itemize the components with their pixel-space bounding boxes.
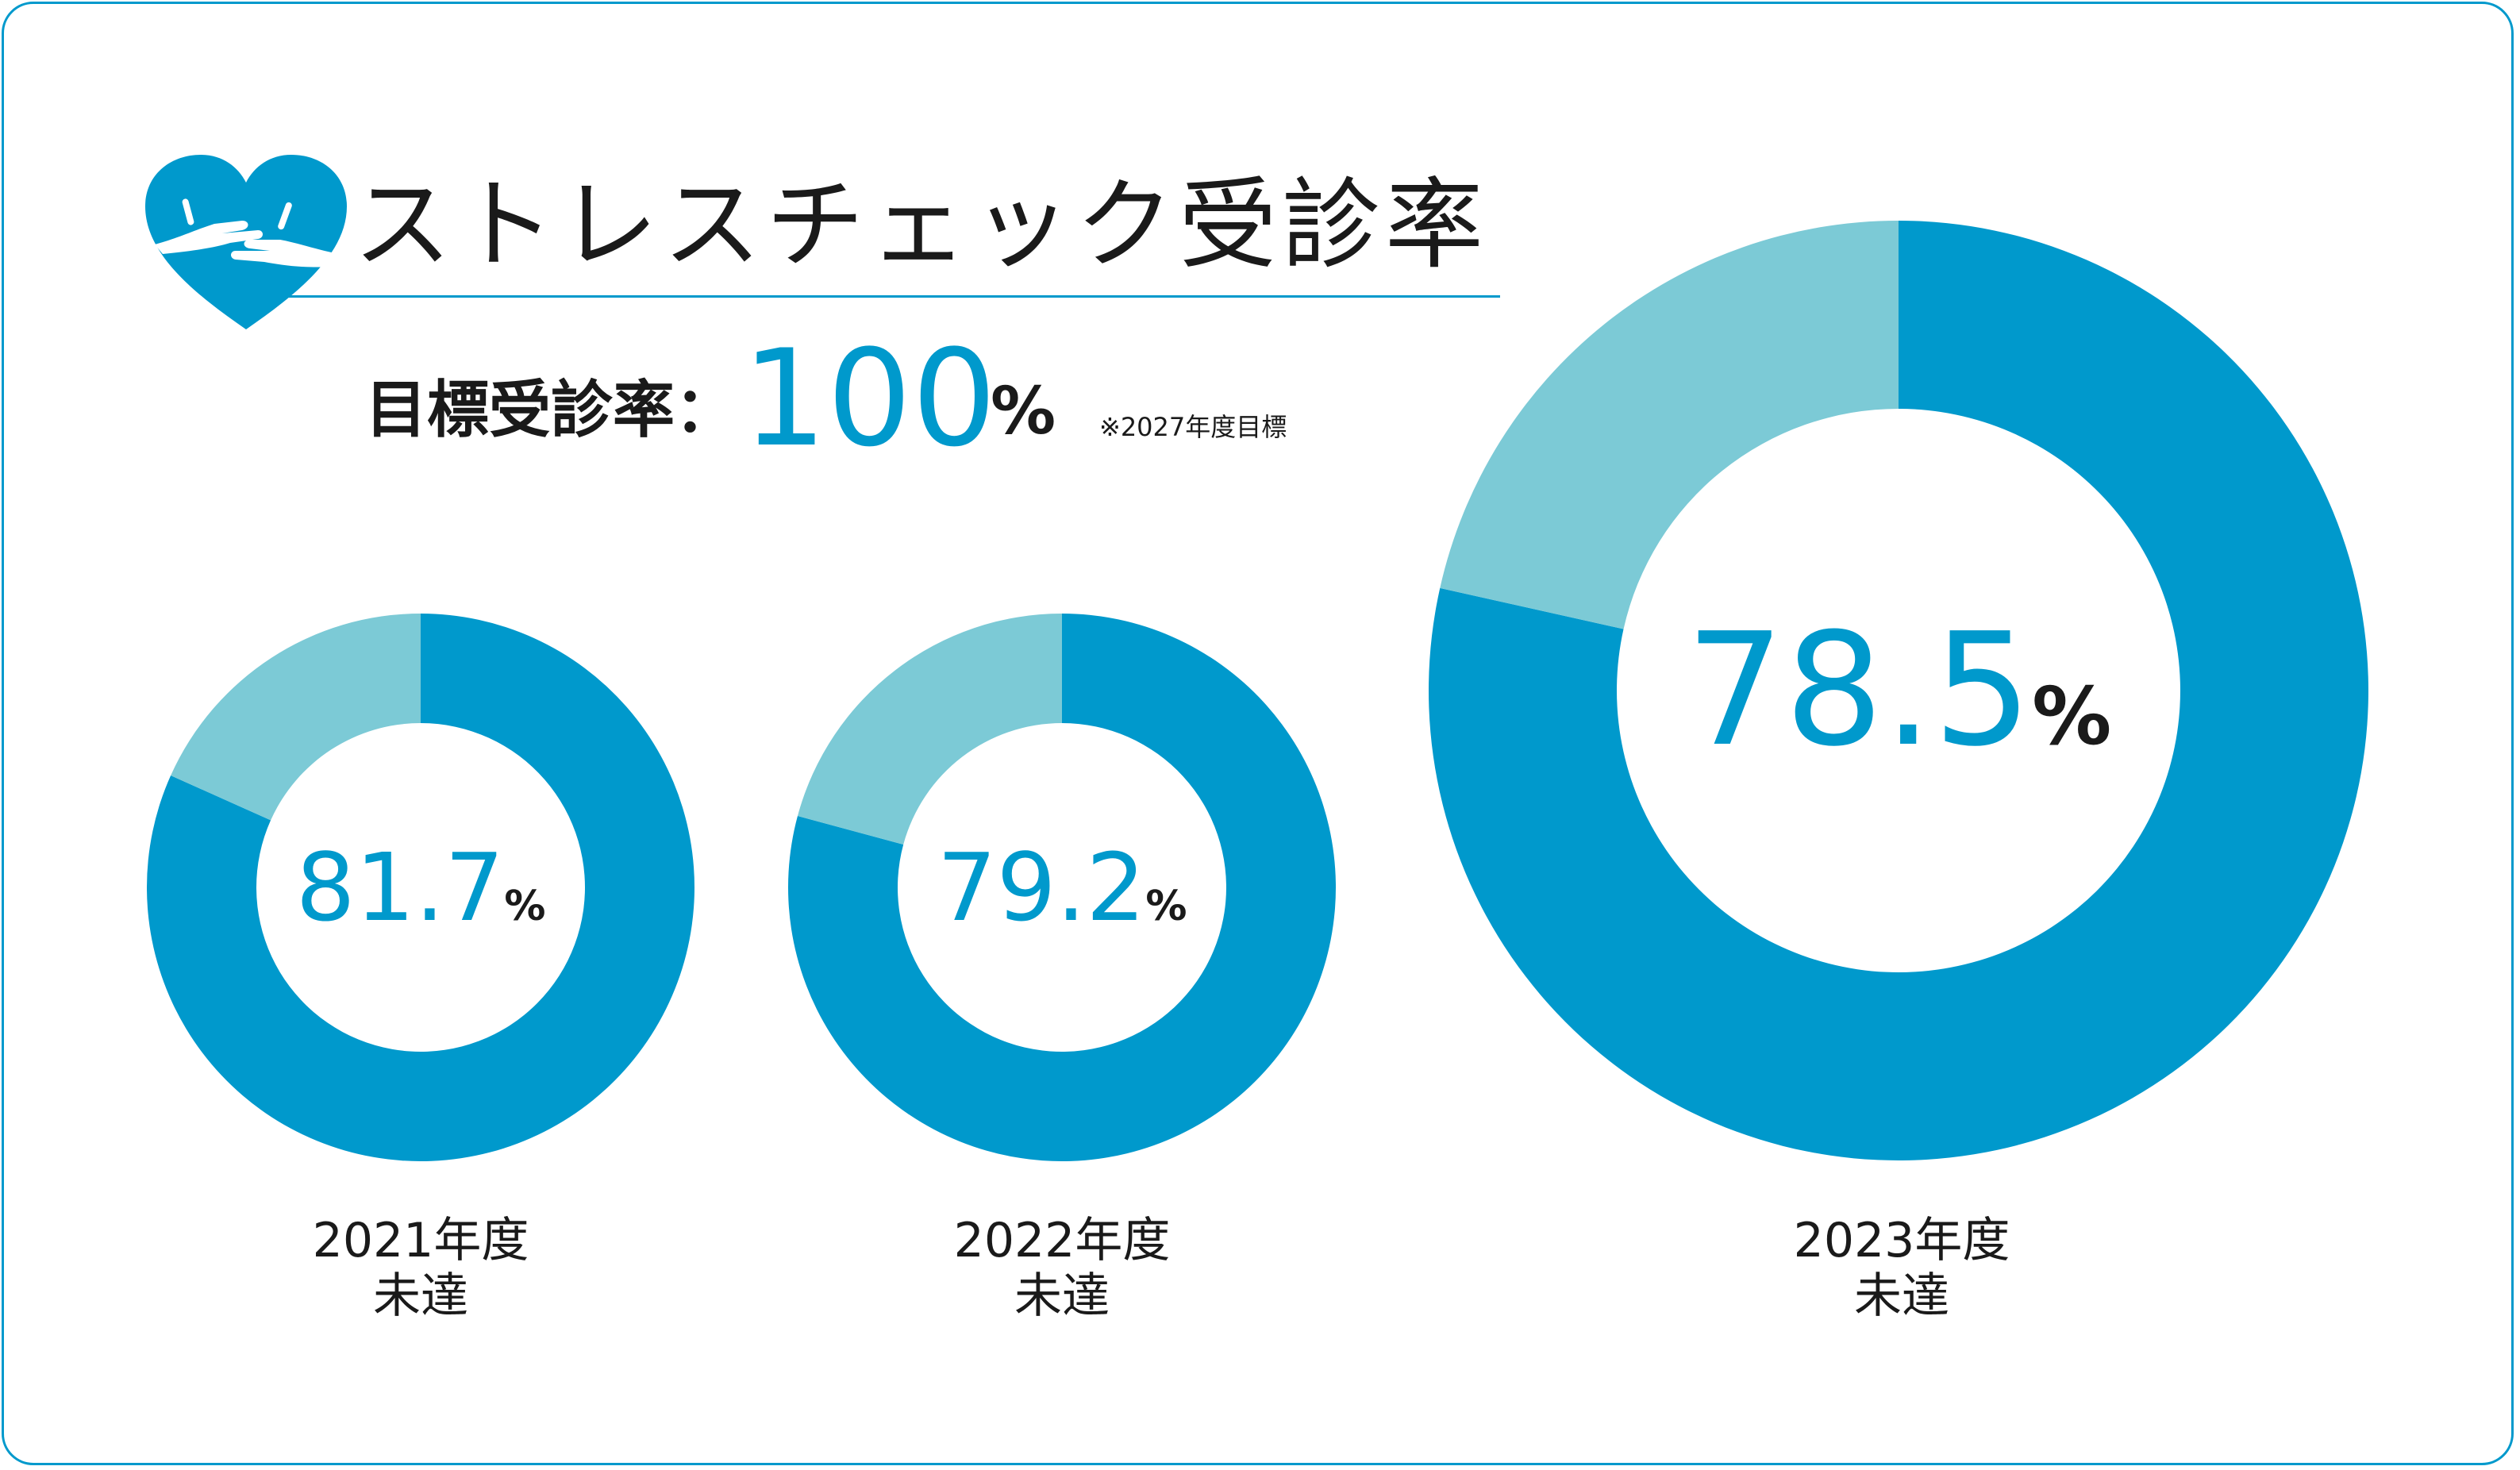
donut-slice-2021年度-未受診: [171, 614, 421, 821]
year-label: 2022年度: [953, 1213, 1171, 1268]
goal-value: 100: [742, 321, 997, 476]
status-label: 未達: [1014, 1268, 1110, 1325]
donut-slice-2023年度-受診: [1429, 221, 2368, 1161]
goal-label: 目標受診率：: [365, 375, 737, 446]
title-underline: [250, 295, 1500, 298]
heart-hands-icon: [145, 155, 347, 329]
donut-center-unit: %: [1145, 883, 1187, 930]
donut-center-2021: 81.7%: [296, 833, 546, 942]
donut-slice-2022年度-未受診: [797, 614, 1062, 845]
status-label: 未達: [1853, 1268, 1949, 1325]
donut-slice-2021年度-受診: [146, 614, 694, 1162]
goal-unit: %: [991, 374, 1056, 449]
donut-center-unit: %: [2032, 670, 2112, 763]
donut-label-2023: 2023年度 未達: [1794, 1213, 2010, 1324]
donut-label-2022: 2022年度 未達: [954, 1213, 1171, 1324]
donut-center-2022: 79.2%: [937, 833, 1187, 942]
donut-center-value: 79.2: [937, 833, 1146, 942]
donut-slice-2023年度-未受診: [1440, 221, 1899, 629]
page-title: ストレスチェック受診率: [353, 168, 1489, 283]
donut-slice-2022年度-受診: [788, 614, 1337, 1161]
year-label: 2021年度: [312, 1213, 529, 1268]
year-label: 2023年度: [1793, 1213, 2010, 1268]
donut-center-unit: %: [504, 883, 546, 930]
donut-label-2021: 2021年度 未達: [313, 1213, 529, 1324]
donut-center-2023: 78.5%: [1686, 600, 2112, 781]
goal-note: ※2027年度目標: [1099, 412, 1287, 442]
donut-center-value: 81.7: [295, 833, 505, 942]
status-label: 未達: [372, 1268, 468, 1325]
donut-center-value: 78.5: [1685, 600, 2033, 781]
